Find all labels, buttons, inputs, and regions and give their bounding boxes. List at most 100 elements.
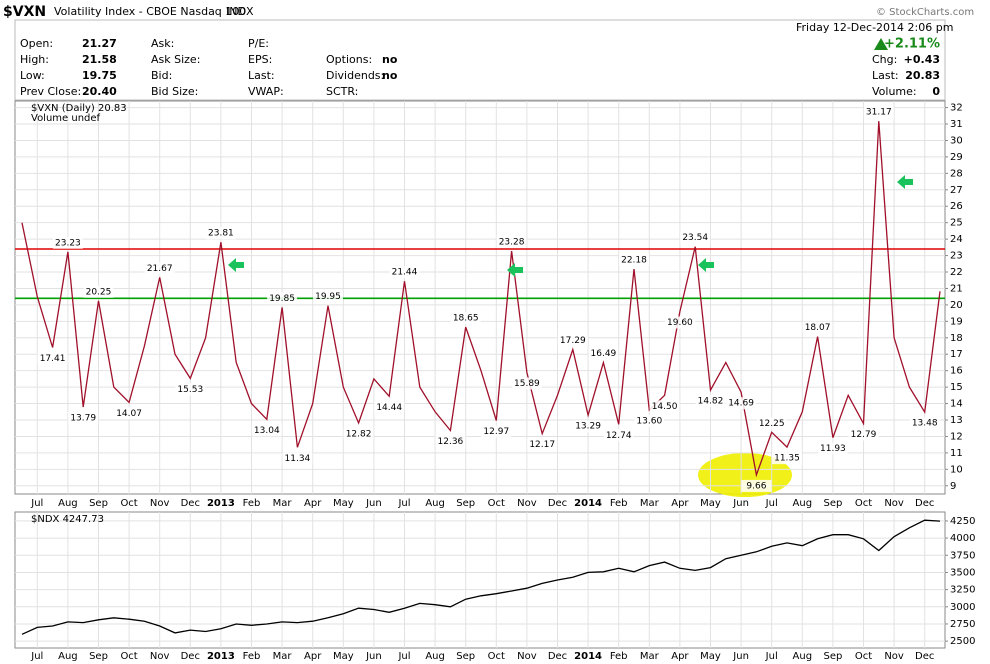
field-label: Options: <box>326 53 372 66</box>
x-tick-label: Mar <box>273 498 293 509</box>
y-tick-label: 22 <box>950 267 963 278</box>
label-bg <box>496 235 527 248</box>
x-tick-label: Feb <box>243 651 261 662</box>
x-tick-label: Oct <box>488 651 505 662</box>
value-label: 19.60 <box>667 318 693 328</box>
x-tick-label: Sep <box>823 498 842 509</box>
x-tick-label: Nov <box>884 498 904 509</box>
y-tick-label: 20 <box>950 300 963 311</box>
label-bg <box>848 428 879 441</box>
value-label: 17.41 <box>40 354 66 364</box>
y-tick-label: 3250 <box>950 585 975 596</box>
label-bg <box>389 266 420 279</box>
value-label: 14.44 <box>376 403 402 413</box>
label-bg <box>205 227 236 240</box>
label-bg <box>619 254 649 267</box>
x-tick-label: May <box>333 498 354 509</box>
field-label: Last: <box>872 69 899 82</box>
value-label: 11.93 <box>820 444 846 454</box>
arrow <box>698 258 714 272</box>
x-tick-label: Jun <box>365 498 382 509</box>
y-tick-label: 15 <box>950 382 963 393</box>
x-tick-label: Aug <box>793 498 813 509</box>
y-tick-label: 30 <box>950 135 963 146</box>
y-tick-label: 29 <box>950 152 963 163</box>
x-tick-label: Apr <box>304 651 322 662</box>
x-tick-label: Apr <box>671 651 689 662</box>
label-bg <box>756 417 787 430</box>
field-label: Open: <box>20 37 53 50</box>
x-tick-label: Aug <box>793 651 813 662</box>
value-label: 23.81 <box>208 229 234 239</box>
value-label: 13.48 <box>912 419 938 429</box>
label-bg <box>144 262 175 275</box>
x-tick-label: Jun <box>365 651 382 662</box>
label-bg <box>863 106 894 119</box>
x-tick-label: Jul <box>397 498 410 509</box>
quote-box <box>14 19 946 101</box>
value-label: 12.36 <box>438 437 464 447</box>
x-tick-label: Dec <box>548 651 567 662</box>
field-label: Bid Size: <box>151 85 198 98</box>
x-tick-label: Mar <box>640 498 660 509</box>
x-tick-label: Dec <box>181 498 200 509</box>
label-bg <box>481 425 512 438</box>
panel-frame <box>14 100 946 495</box>
value-label: 16.49 <box>591 349 617 359</box>
x-tick-label: Feb <box>610 651 628 662</box>
x-tick-label: Dec <box>915 651 934 662</box>
y-tick-label: 17 <box>950 349 963 360</box>
value-label: 21.67 <box>147 264 173 274</box>
field-label: Chg: <box>872 53 897 66</box>
x-tick-label: Jul <box>765 498 778 509</box>
field-label: High: <box>20 53 49 66</box>
x-tick-label: Mar <box>640 651 660 662</box>
value-label: 14.50 <box>652 402 678 412</box>
exchange: INDX <box>226 5 254 18</box>
x-tick-label: Jul <box>30 498 43 509</box>
y-tick-label: 14 <box>950 399 963 410</box>
y-tick-label: 4250 <box>950 516 975 527</box>
label-bg <box>343 427 374 440</box>
x-tick-label: Jul <box>30 651 43 662</box>
label-bg <box>527 438 558 451</box>
value-label: 17.29 <box>560 336 586 346</box>
label-bg <box>251 424 282 437</box>
x-tick-label: Apr <box>671 498 689 509</box>
label-bg <box>634 415 665 428</box>
y-tick-label: 12 <box>950 431 963 442</box>
label-bg <box>511 377 542 390</box>
y-tick-label: 11 <box>950 448 963 459</box>
arrow <box>897 175 913 189</box>
label-bg <box>282 452 313 465</box>
y-tick-label: 18 <box>950 333 963 344</box>
label-bg <box>664 316 695 329</box>
price-line <box>21 519 941 635</box>
y-tick-label: 2750 <box>950 619 975 630</box>
field-label: Last: <box>248 69 275 82</box>
security-name: Volatility Index - CBOE Nasdaq 100 <box>54 5 246 18</box>
x-tick-label: Apr <box>304 498 322 509</box>
value-label: 12.74 <box>606 431 632 441</box>
value-label: 12.82 <box>346 429 372 439</box>
field-value: no <box>382 69 398 82</box>
y-tick-label: 19 <box>950 316 963 327</box>
x-tick-label: Oct <box>120 651 137 662</box>
field-label: Dividends: <box>326 69 384 82</box>
x-tick-label: Nov <box>150 651 170 662</box>
y-tick-label: 23 <box>950 251 963 262</box>
field-label: Bid: <box>151 69 172 82</box>
label-bg <box>37 352 68 365</box>
arrow <box>228 258 244 272</box>
value-label: 20.25 <box>86 287 112 297</box>
x-tick-label: Feb <box>243 498 261 509</box>
field-value: 21.27 <box>82 37 117 50</box>
value-label: 19.85 <box>269 294 295 304</box>
legend-note: Volume undef <box>31 113 101 124</box>
label-bg <box>909 417 940 430</box>
label-bg <box>649 400 680 413</box>
y-tick-label: 4000 <box>950 533 975 544</box>
y-tick-label: 10 <box>950 464 963 475</box>
x-tick-label: Jun <box>732 498 749 509</box>
